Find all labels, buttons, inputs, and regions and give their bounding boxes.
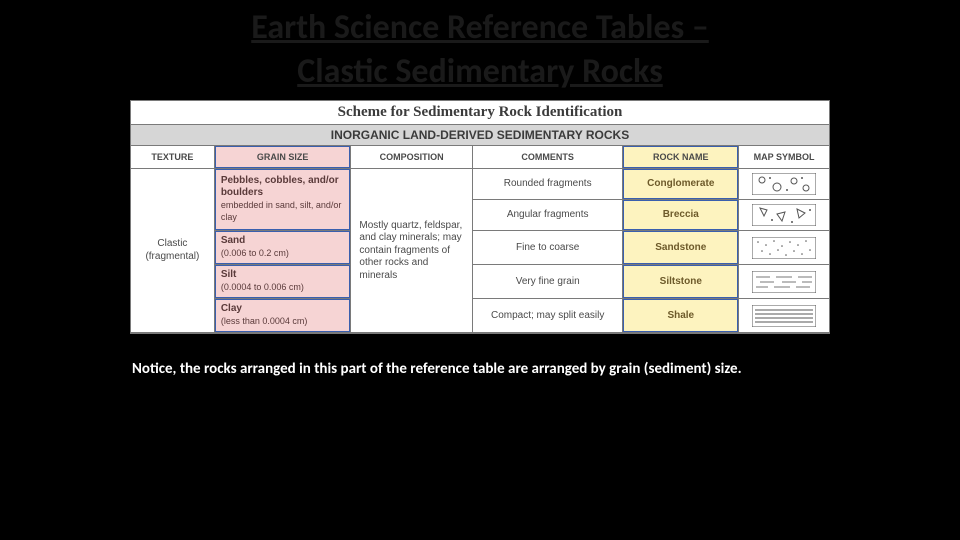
- symbol-cell: [739, 169, 829, 200]
- rockname-cell: Sandstone: [623, 231, 739, 265]
- grain-sub: embedded in sand, silt, and/or clay: [221, 200, 342, 223]
- grain-main: Silt: [221, 269, 237, 280]
- symbol-cell: [739, 265, 829, 299]
- sandstone-symbol-icon: [752, 237, 816, 259]
- category-band: INORGANIC LAND-DERIVED SEDIMENTARY ROCKS: [131, 124, 829, 146]
- grain-main: Sand: [221, 235, 245, 246]
- header-rock-name: ROCK NAME: [623, 146, 739, 169]
- rockname-cell: Siltstone: [623, 265, 739, 299]
- symbol-cell: [739, 299, 829, 333]
- header-map-symbol: MAP SYMBOL: [739, 146, 829, 169]
- composition-cell: Mostly quartz, feldspar, and clay minera…: [351, 169, 473, 333]
- header-texture: TEXTURE: [131, 146, 214, 169]
- comment-cell: Compact; may split easily: [472, 299, 622, 333]
- header-comments: COMMENTS: [472, 146, 622, 169]
- table-row: Silt (0.0004 to 0.006 cm) Very fine grai…: [131, 265, 829, 299]
- comment-cell: Very fine grain: [472, 265, 622, 299]
- rock-name: Conglomerate: [647, 178, 714, 189]
- conglomerate-symbol-icon: [752, 173, 816, 195]
- header-composition: COMPOSITION: [351, 146, 473, 169]
- texture-cell: Clastic(fragmental): [131, 169, 214, 333]
- caption-text: Notice, the rocks arranged in this part …: [0, 334, 960, 378]
- title-line-2: Clastic Sedimentary Rocks: [297, 51, 663, 92]
- symbol-cell: [739, 200, 829, 231]
- grain-main: Clay: [221, 303, 242, 314]
- rockname-cell: Shale: [623, 299, 739, 333]
- rock-name: Siltstone: [660, 276, 702, 287]
- shale-symbol-icon: [752, 305, 816, 327]
- scheme-title: Scheme for Sedimentary Rock Identificati…: [131, 101, 829, 124]
- header-grain-size: GRAIN SIZE: [214, 146, 351, 169]
- slide: Earth Science Reference Tables – Clastic…: [0, 0, 960, 540]
- comment-cell: Rounded fragments: [472, 169, 622, 200]
- rock-name: Sandstone: [655, 242, 706, 253]
- grain-main: Pebbles, cobbles, and/or boulders: [221, 175, 339, 199]
- grain-cell: Clay (less than 0.0004 cm): [214, 299, 351, 333]
- rock-name: Shale: [667, 310, 694, 321]
- header-row: TEXTURE GRAIN SIZE COMPOSITION COMMENTS …: [131, 146, 829, 169]
- grain-sub: (less than 0.0004 cm): [221, 316, 308, 326]
- rockname-cell: Conglomerate: [623, 169, 739, 200]
- title-line-1: Earth Science Reference Tables –: [251, 7, 709, 48]
- symbol-cell: [739, 231, 829, 265]
- comment-cell: Fine to coarse: [472, 231, 622, 265]
- breccia-symbol-icon: [752, 204, 816, 226]
- rock-name: Breccia: [663, 209, 699, 220]
- rock-table: TEXTURE GRAIN SIZE COMPOSITION COMMENTS …: [131, 146, 829, 333]
- table-row: Clastic(fragmental) Pebbles, cobbles, an…: [131, 169, 829, 200]
- grain-cell: Pebbles, cobbles, and/or boulders embedd…: [214, 169, 351, 231]
- comment-cell: Angular fragments: [472, 200, 622, 231]
- texture-text: Clastic(fragmental): [145, 238, 199, 262]
- grain-sub: (0.0004 to 0.006 cm): [221, 282, 304, 292]
- slide-title: Earth Science Reference Tables – Clastic…: [0, 0, 960, 98]
- grain-cell: Silt (0.0004 to 0.006 cm): [214, 265, 351, 299]
- grain-cell: Sand (0.006 to 0.2 cm): [214, 231, 351, 265]
- grain-sub: (0.006 to 0.2 cm): [221, 248, 289, 258]
- reference-table: Scheme for Sedimentary Rock Identificati…: [130, 100, 830, 334]
- table-row: Clay (less than 0.0004 cm) Compact; may …: [131, 299, 829, 333]
- table-row: Sand (0.006 to 0.2 cm) Fine to coarse Sa…: [131, 231, 829, 265]
- rockname-cell: Breccia: [623, 200, 739, 231]
- siltstone-symbol-icon: [752, 271, 816, 293]
